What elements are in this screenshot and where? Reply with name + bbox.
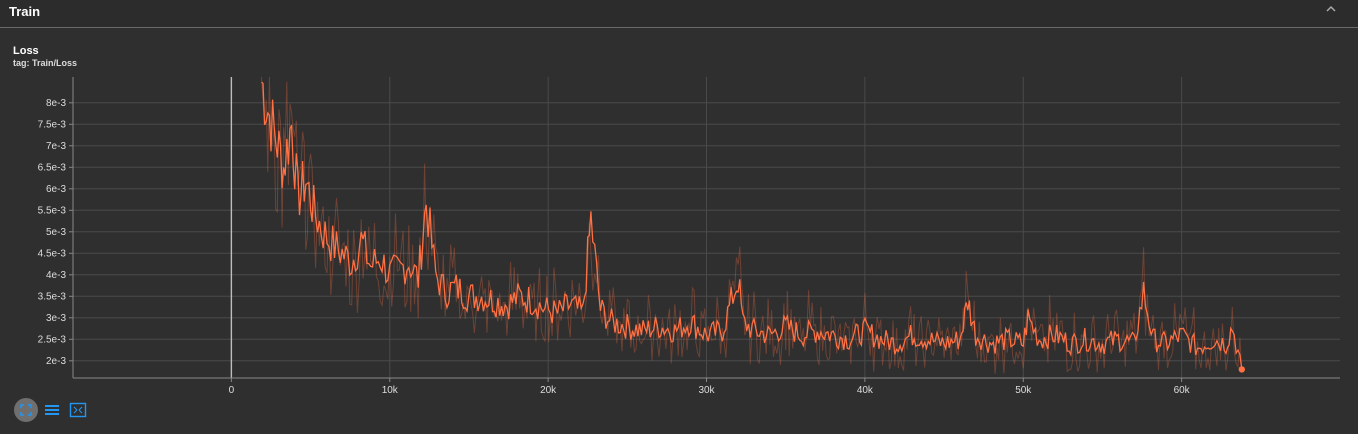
raw-series bbox=[261, 76, 1243, 374]
y-tick-label: 6e-3 bbox=[46, 184, 66, 195]
expand-icon[interactable] bbox=[66, 398, 90, 422]
x-tick-label: 0 bbox=[229, 385, 235, 396]
x-tick-label: 50k bbox=[1015, 385, 1032, 396]
x-tick-label: 40k bbox=[857, 385, 874, 396]
chart-title: Loss bbox=[13, 45, 39, 57]
y-tick-label: 4.5e-3 bbox=[38, 248, 67, 259]
y-tick-label: 3.5e-3 bbox=[38, 291, 67, 302]
x-tick-label: 30k bbox=[698, 385, 715, 396]
y-tick-label: 6.5e-3 bbox=[38, 162, 67, 173]
x-tick-label: 60k bbox=[1174, 385, 1191, 396]
last-point-marker bbox=[1238, 366, 1246, 373]
section-header[interactable]: Train bbox=[0, 0, 1358, 28]
grid-lines bbox=[73, 77, 1340, 378]
y-tick-label: 2e-3 bbox=[46, 356, 66, 367]
section-title: Train bbox=[9, 4, 41, 19]
x-tick-label: 10k bbox=[382, 385, 399, 396]
y-tick-label: 5e-3 bbox=[46, 227, 66, 238]
y-tick-label: 8e-3 bbox=[46, 98, 66, 109]
x-tick-label: 20k bbox=[540, 385, 557, 396]
axes bbox=[69, 77, 1340, 382]
tick-labels: 8e-3 7.5e-3 7e-3 6.5e-3 6e-3 5.5e-3 5e-3 4.5e-3… bbox=[38, 98, 1191, 396]
y-tick-label: 7.5e-3 bbox=[38, 119, 67, 130]
loss-line bbox=[261, 81, 1243, 370]
fit-domain-icon[interactable] bbox=[14, 398, 38, 422]
chart-tag: tag: Train/Loss bbox=[13, 58, 78, 68]
chevron-up-icon[interactable] bbox=[1322, 3, 1340, 21]
y-tick-label: 7e-3 bbox=[46, 141, 66, 152]
raw-loss-line bbox=[261, 76, 1243, 374]
y-tick-label: 5.5e-3 bbox=[38, 205, 67, 216]
y-tick-label: 2.5e-3 bbox=[38, 334, 67, 345]
y-tick-label: 4e-3 bbox=[46, 270, 66, 281]
y-tick-label: 3e-3 bbox=[46, 313, 66, 324]
loss-chart[interactable]: 8e-3 7.5e-3 7e-3 6.5e-3 6e-3 5.5e-3 5e-3 4.5e-3… bbox=[0, 70, 1358, 400]
smoothed-series bbox=[261, 81, 1246, 373]
list-icon[interactable] bbox=[40, 398, 64, 422]
